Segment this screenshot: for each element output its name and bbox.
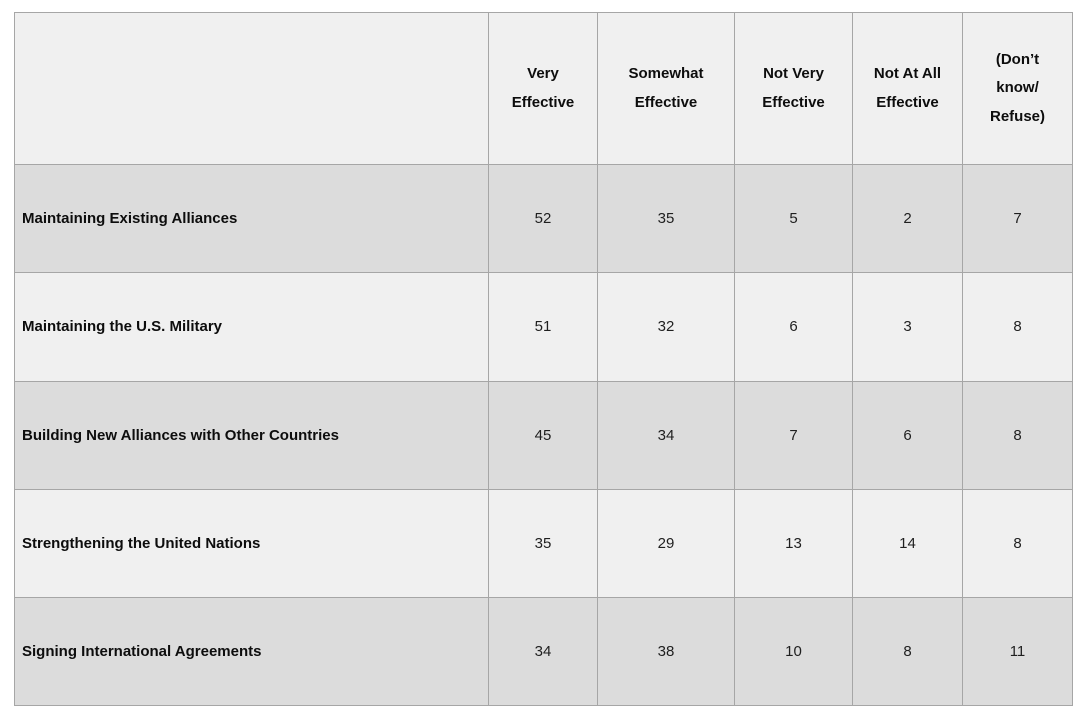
table-row: Strengthening the United Nations 35 29 1… [14, 488, 1073, 598]
cell-value: 35 [597, 164, 735, 274]
corner-cell [14, 11, 489, 166]
cell-value: 8 [852, 596, 963, 707]
cell-value: 7 [734, 380, 853, 490]
table-row: Maintaining Existing Alliances 52 35 5 2… [14, 164, 1073, 274]
table-header-row: Very Effective Somewhat Effective Not Ve… [14, 11, 1073, 166]
cell-value: 45 [488, 380, 598, 490]
cell-value: 10 [734, 596, 853, 707]
table-row: Signing International Agreements 34 38 1… [14, 596, 1073, 707]
cell-value: 13 [734, 488, 853, 598]
cell-value: 6 [734, 272, 853, 382]
cell-value: 35 [488, 488, 598, 598]
cell-value: 29 [597, 488, 735, 598]
cell-value: 11 [962, 596, 1073, 707]
cell-value: 2 [852, 164, 963, 274]
column-header-not-at-all-effective: Not At All Effective [852, 11, 963, 166]
table-row: Maintaining the U.S. Military 51 32 6 3 … [14, 272, 1073, 382]
column-header-dont-know-refuse: (Don’t know/ Refuse) [962, 11, 1073, 166]
cell-value: 5 [734, 164, 853, 274]
cell-value: 8 [962, 272, 1073, 382]
cell-value: 51 [488, 272, 598, 382]
cell-value: 8 [962, 380, 1073, 490]
cell-value: 32 [597, 272, 735, 382]
cell-value: 34 [597, 380, 735, 490]
cell-value: 34 [488, 596, 598, 707]
column-header-somewhat-effective: Somewhat Effective [597, 11, 735, 166]
column-header-not-very-effective: Not Very Effective [734, 11, 853, 166]
table-row: Building New Alliances with Other Countr… [14, 380, 1073, 490]
cell-value: 14 [852, 488, 963, 598]
row-label: Signing International Agreements [14, 596, 489, 707]
cell-value: 52 [488, 164, 598, 274]
row-label: Strengthening the United Nations [14, 488, 489, 598]
cell-value: 3 [852, 272, 963, 382]
cell-value: 6 [852, 380, 963, 490]
cell-value: 7 [962, 164, 1073, 274]
row-label: Maintaining the U.S. Military [14, 272, 489, 382]
cell-value: 38 [597, 596, 735, 707]
cell-value: 8 [962, 488, 1073, 598]
row-label: Building New Alliances with Other Countr… [14, 380, 489, 490]
effectiveness-survey-table: Very Effective Somewhat Effective Not Ve… [14, 11, 1073, 707]
column-header-very-effective: Very Effective [488, 11, 598, 166]
row-label: Maintaining Existing Alliances [14, 164, 489, 274]
